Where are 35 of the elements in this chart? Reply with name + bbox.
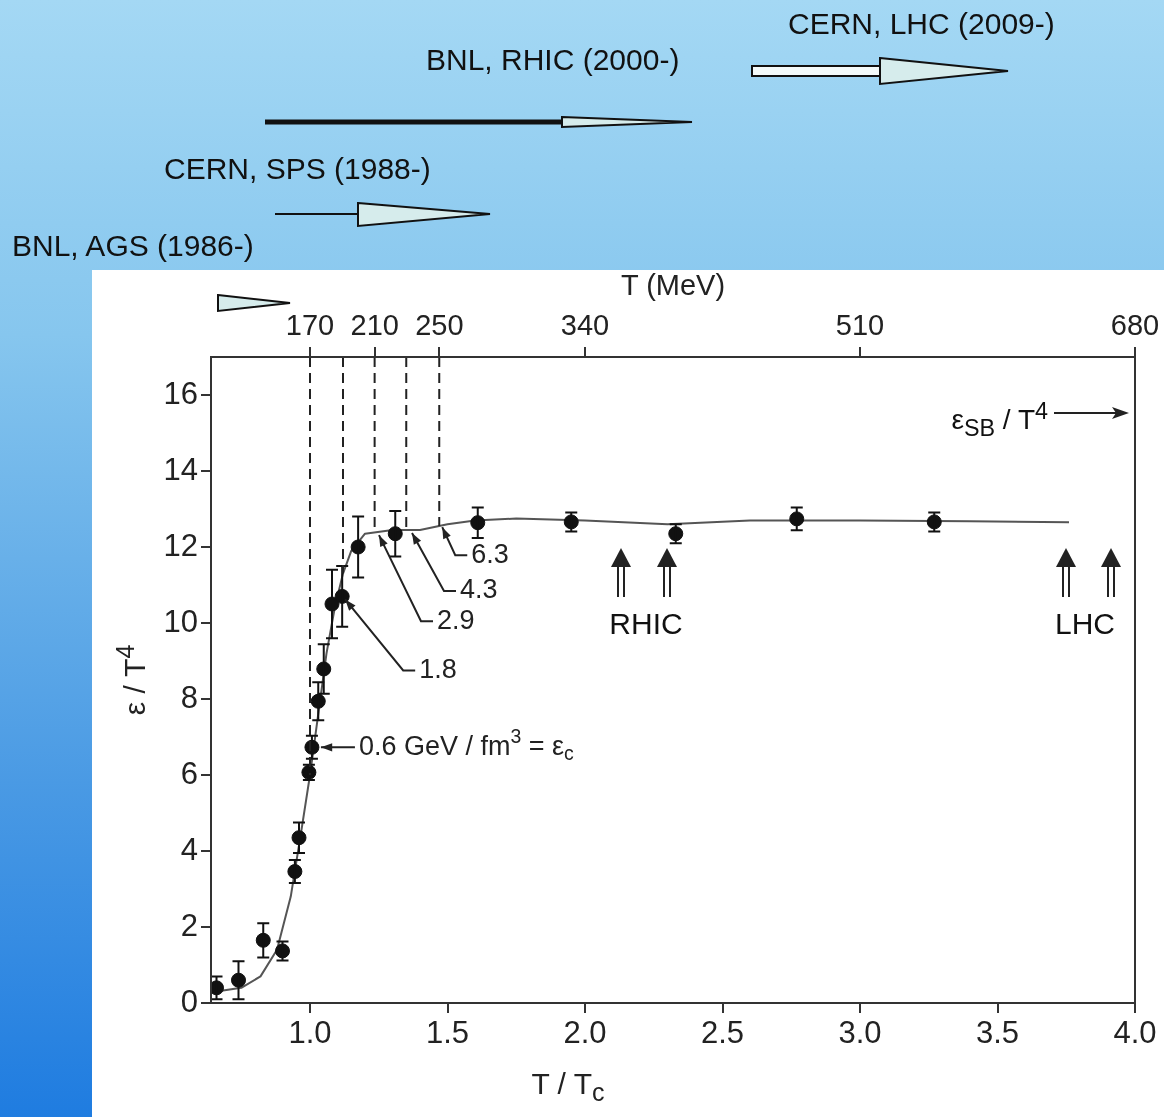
y-tick-label: 14 [163, 451, 198, 487]
y-tick-label: 4 [180, 831, 198, 867]
x-tick-label: 3.0 [838, 1015, 882, 1051]
x-tick-label: 3.5 [975, 1015, 1020, 1051]
x2-tick-label: 170 [285, 308, 335, 341]
x2-tick-label: 250 [415, 308, 464, 341]
annotation: LHC [1054, 606, 1116, 642]
x2-tick-label: 210 [350, 308, 399, 341]
x2-axis-title: T (MeV) [620, 269, 726, 302]
text: CERN, LHC (2009-) [788, 6, 1055, 42]
x-tick-label: 2.0 [563, 1015, 607, 1051]
x2-tick-label: 340 [560, 308, 610, 341]
annotation: RHIC [609, 606, 683, 642]
x-axis-title: T / T$_{c}$ [531, 1066, 605, 1108]
y-tick-label: 12 [163, 527, 198, 563]
annotation: 1.8 [419, 653, 457, 684]
text: BNL, AGS (1986-) [12, 228, 254, 264]
x2-tick-label: 680 [1110, 308, 1160, 341]
y-tick-label: 2 [180, 907, 198, 943]
y-tick-label: 16 [163, 375, 198, 411]
text: CERN, SPS (1988-) [164, 151, 431, 187]
y-tick-label: 8 [180, 679, 198, 715]
x-tick-label: 1.0 [288, 1015, 332, 1051]
annotation: 6.3 [471, 538, 509, 569]
annotation: 4.3 [460, 574, 498, 605]
annotation: 2.9 [437, 604, 475, 635]
text: BNL, RHIC (2000-) [426, 42, 680, 78]
x-tick-label: 2.5 [700, 1015, 745, 1051]
x-tick-label: 1.5 [425, 1015, 470, 1051]
x-tick-label: 4.0 [1113, 1015, 1157, 1051]
y-tick-label: 10 [163, 603, 198, 639]
annotation: ε$_{SB}$ / T$^{4}$ [951, 397, 1048, 443]
y-tick-label: 0 [180, 983, 198, 1019]
x2-tick-label: 510 [835, 308, 885, 341]
y-tick-label: 6 [180, 755, 198, 791]
